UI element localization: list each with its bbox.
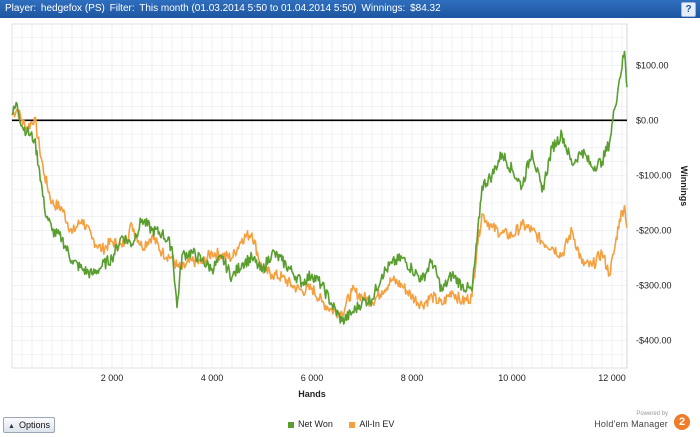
y-tick-label: -$200.00 — [636, 225, 672, 235]
x-tick-label: 4 000 — [201, 373, 224, 383]
help-button[interactable]: ? — [681, 2, 696, 17]
x-tick-label: 10 000 — [498, 373, 526, 383]
title-bar: Player: hedgefox (PS) Filter: This month… — [0, 0, 700, 18]
options-button[interactable]: ▲ Options — [3, 417, 55, 433]
winnings-chart: 2 000 4 000 6 000 8 000 10 000 12 000 $100.00… — [0, 18, 700, 410]
legend-item-net-won: Net Won — [288, 419, 333, 429]
y-axis-ticks: $100.00 $0.00 -$100.00 -$200.00 -$300.00 -$40… — [636, 60, 672, 345]
chart-legend: Net Won All-In EV — [288, 419, 408, 429]
chart-svg: 2 000 4 000 6 000 8 000 10 000 12 000 $100.00… — [11, 23, 689, 399]
y-tick-label: $0.00 — [636, 115, 659, 125]
legend-swatch — [349, 421, 356, 428]
legend-swatch — [288, 421, 294, 428]
y-tick-label: -$400.00 — [636, 335, 672, 345]
brand-block: Powered by Hold'em Manager 2 — [580, 410, 690, 437]
series-lines — [11, 50, 628, 325]
legend-label: All-In EV — [359, 419, 395, 429]
brand-name: Hold'em Manager — [594, 419, 668, 429]
x-axis-label: Hands — [298, 389, 326, 399]
x-tick-label: 6 000 — [301, 373, 324, 383]
chart-grid — [11, 23, 628, 369]
player-value: hedgefox (PS) — [40, 3, 105, 14]
y-axis-label: Winnings — [679, 166, 689, 206]
x-tick-label: 2 000 — [101, 373, 124, 383]
filter-value: This month (01.03.2014 5:50 to 01.04.201… — [139, 3, 357, 14]
y-tick-label: $100.00 — [636, 60, 669, 70]
legend-item-all-in-ev: All-In EV — [349, 419, 394, 429]
powered-by-text: Powered by — [636, 411, 668, 417]
winnings-value: $84.32 — [410, 3, 441, 14]
brand-logo-icon: 2 — [674, 414, 690, 430]
x-tick-label: 8 000 — [401, 373, 424, 383]
filter-label: Filter: — [109, 3, 135, 14]
y-tick-label: -$300.00 — [636, 280, 672, 290]
options-label: Options — [18, 420, 50, 430]
player-label: Player: — [5, 3, 37, 14]
plot-frame — [11, 23, 628, 369]
y-tick-label: -$100.00 — [636, 170, 672, 180]
series-line-all-in-ev — [11, 108, 628, 320]
series-line-net-won — [11, 50, 628, 325]
bottom-bar: ▲ Options Net Won All-In EV Powered by Ho… — [0, 410, 700, 437]
winnings-label: Winnings: — [361, 3, 406, 14]
x-tick-label: 12 000 — [598, 373, 626, 383]
legend-label: Net Won — [298, 419, 333, 429]
caret-up-icon: ▲ — [8, 423, 15, 430]
x-axis-ticks: 2 000 4 000 6 000 8 000 10 000 12 000 — [101, 373, 626, 383]
